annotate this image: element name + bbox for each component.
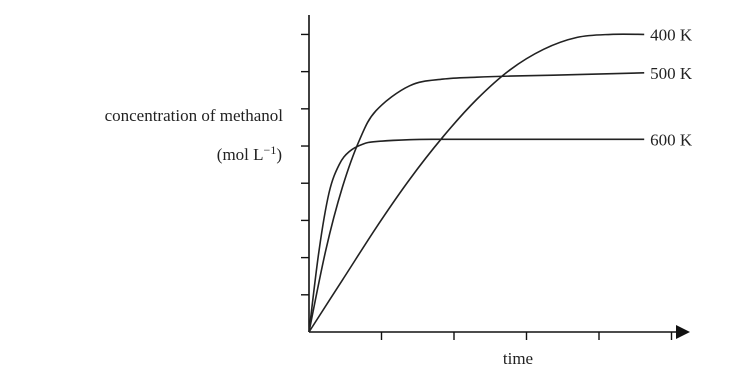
- axes: [301, 15, 690, 340]
- series-line-400k: [308, 33, 645, 333]
- y-axis-unit-label: (mol L−1): [217, 143, 282, 164]
- y-axis-label: concentration of methanol: [105, 106, 284, 125]
- series-labels: 400 K 500 K 600 K: [650, 25, 693, 149]
- series-line-600k: [308, 138, 645, 333]
- series-label-600k: 600 K: [650, 130, 693, 149]
- series-label-500k: 500 K: [650, 64, 693, 83]
- x-axis-label: time: [503, 349, 533, 368]
- series-layer: [308, 33, 645, 333]
- series-label-400k: 400 K: [650, 25, 693, 44]
- series-line-500k: [308, 72, 645, 333]
- x-axis-arrowhead: [676, 325, 690, 339]
